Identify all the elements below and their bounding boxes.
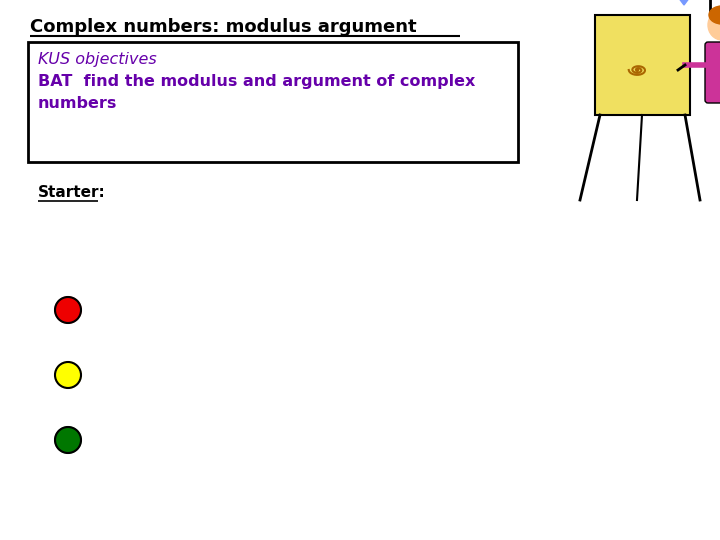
Text: BAT  find the modulus and argument of complex: BAT find the modulus and argument of com… [38, 74, 475, 89]
Circle shape [55, 362, 81, 388]
Bar [595, 15, 690, 115]
Circle shape [55, 427, 81, 453]
Circle shape [55, 297, 81, 323]
Text: numbers: numbers [38, 96, 117, 111]
Text: KUS objectives: KUS objectives [38, 52, 157, 67]
Text: Starter:: Starter: [38, 185, 106, 200]
Bar [28, 42, 518, 162]
Text: Complex numbers: modulus argument: Complex numbers: modulus argument [30, 18, 417, 36]
Polygon shape [672, 0, 696, 5]
Ellipse shape [708, 10, 720, 40]
FancyBboxPatch shape [705, 42, 720, 103]
Ellipse shape [709, 6, 720, 24]
